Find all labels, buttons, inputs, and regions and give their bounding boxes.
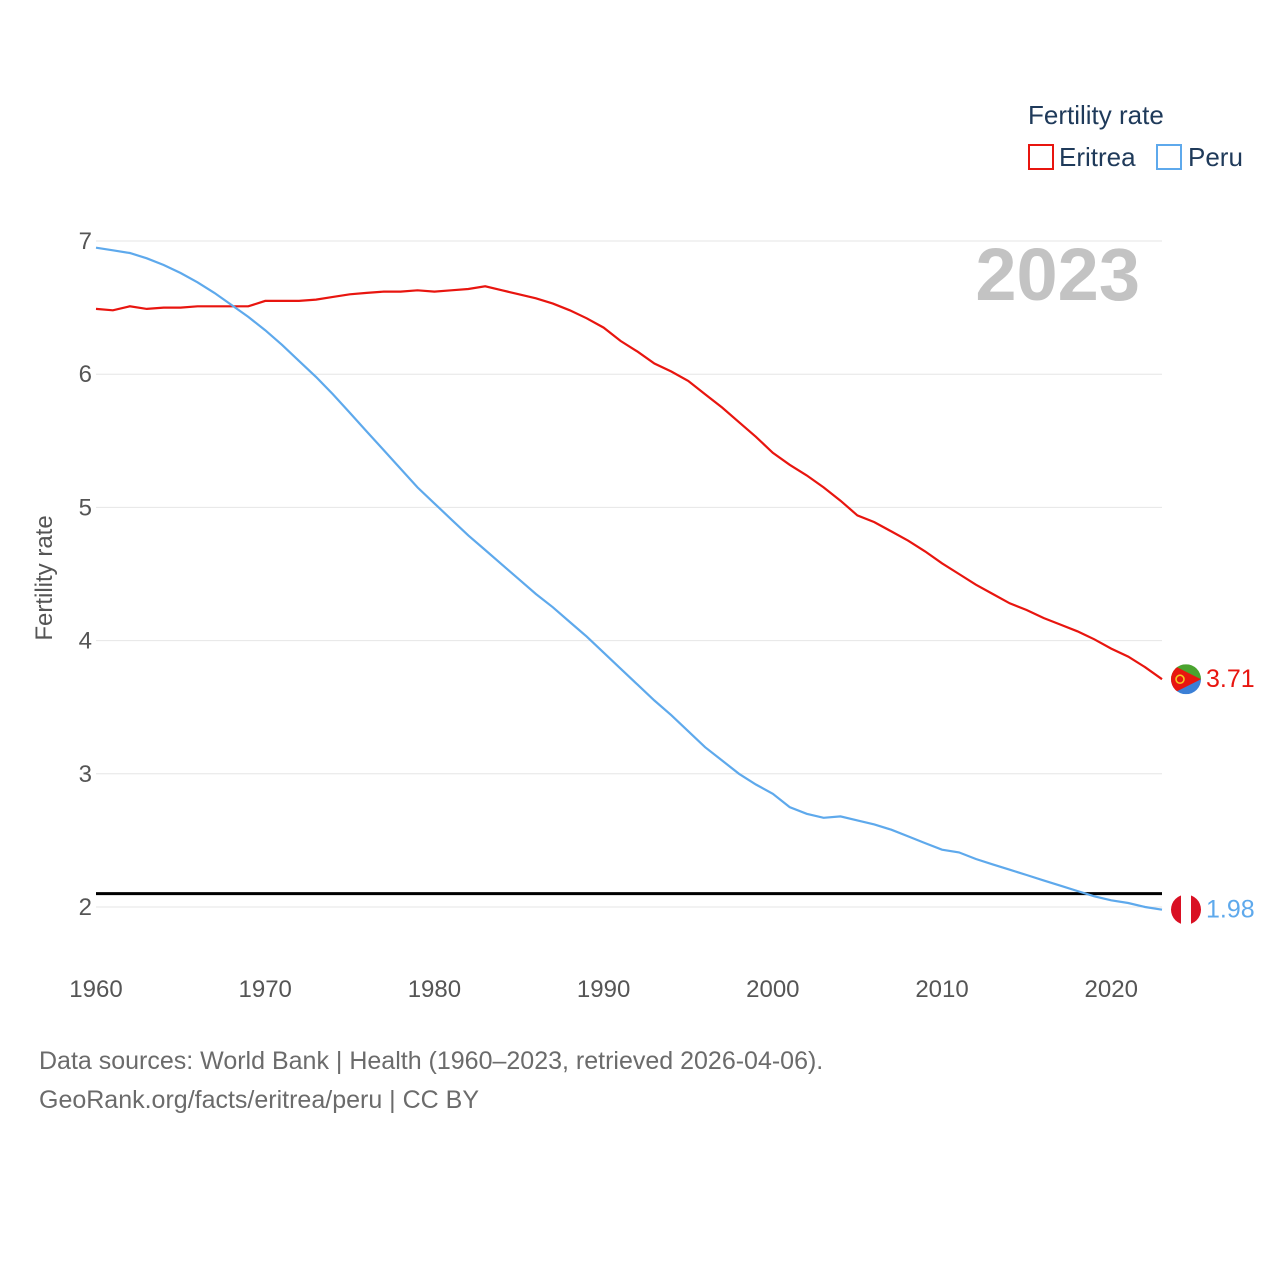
- footer-attribution[interactable]: GeoRank.org/facts/eritrea/peru | CC BY: [39, 1086, 479, 1114]
- year-watermark: 2023: [975, 233, 1140, 316]
- legend-label-peru[interactable]: Peru: [1188, 142, 1243, 172]
- footer-sources: Data sources: World Bank | Health (1960–…: [39, 1047, 823, 1075]
- series-line-eritrea[interactable]: [95, 285, 1163, 681]
- x-axis-ticks: 1960 1970 1980 1990 2000 2010 2020: [69, 976, 1138, 1003]
- x-tick-label: 2000: [746, 976, 799, 1003]
- x-tick-label: 1970: [239, 976, 292, 1003]
- y-tick-label: 3: [79, 761, 92, 788]
- x-tick-label: 1980: [408, 976, 461, 1003]
- gridlines: [96, 240, 1162, 908]
- end-value-eritrea: 3.71: [1206, 665, 1255, 693]
- x-tick-label: 1960: [69, 976, 122, 1003]
- y-tick-label: 7: [79, 228, 92, 255]
- y-tick-label: 5: [79, 494, 92, 521]
- x-tick-label: 2010: [915, 976, 968, 1003]
- legend-label-eritrea[interactable]: Eritrea: [1059, 142, 1136, 172]
- y-tick-label: 2: [79, 894, 92, 921]
- eritrea-flag-icon: [1171, 664, 1201, 695]
- y-axis-ticks: 2 3 4 5 6 7: [79, 228, 92, 921]
- y-tick-label: 4: [79, 628, 92, 655]
- y-tick-label: 6: [79, 361, 92, 388]
- peru-flag-icon: [1171, 894, 1201, 925]
- series-line-peru[interactable]: [95, 246, 1163, 911]
- end-value-peru: 1.98: [1206, 896, 1255, 924]
- x-tick-label: 1990: [577, 976, 630, 1003]
- legend-swatch-eritrea[interactable]: [1028, 144, 1054, 170]
- x-tick-label: 2020: [1085, 976, 1138, 1003]
- y-axis-label: Fertility rate: [31, 515, 58, 640]
- legend-title: Fertility rate: [1028, 100, 1164, 130]
- legend-swatch-peru[interactable]: [1156, 144, 1182, 170]
- legend: Fertility rate Eritrea Peru: [1028, 100, 1243, 172]
